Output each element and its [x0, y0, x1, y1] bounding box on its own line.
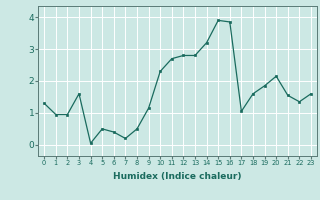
X-axis label: Humidex (Indice chaleur): Humidex (Indice chaleur)	[113, 172, 242, 181]
